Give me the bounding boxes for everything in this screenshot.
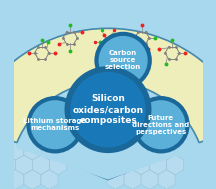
Circle shape xyxy=(70,72,146,147)
Circle shape xyxy=(26,96,84,153)
Text: Future
directions and
perspectives: Future directions and perspectives xyxy=(132,115,190,135)
Circle shape xyxy=(98,36,148,85)
Text: Carbon
source
selection: Carbon source selection xyxy=(105,50,141,70)
Circle shape xyxy=(132,96,190,153)
Circle shape xyxy=(65,66,151,153)
Circle shape xyxy=(30,100,80,149)
Circle shape xyxy=(94,32,152,89)
Text: Silicon
oxides/carbon
composites: Silicon oxides/carbon composites xyxy=(72,94,144,125)
Wedge shape xyxy=(15,81,201,180)
Text: Lithium storage
mechanisms: Lithium storage mechanisms xyxy=(24,118,87,131)
Circle shape xyxy=(136,100,186,149)
Wedge shape xyxy=(0,28,216,180)
